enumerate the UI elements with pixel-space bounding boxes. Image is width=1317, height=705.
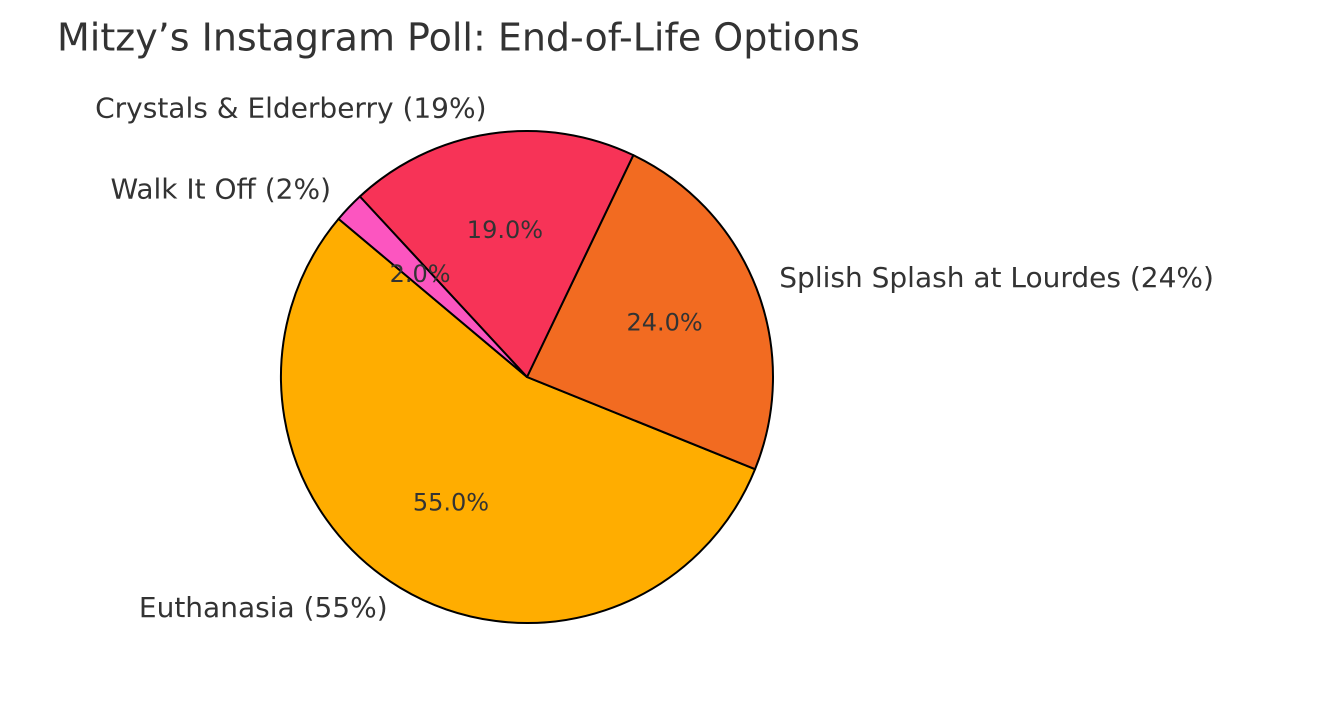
pie-slice <box>337 195 528 378</box>
pie-slice <box>526 154 774 471</box>
chart-title: Mitzy’s Instagram Poll: End-of-Life Opti… <box>57 16 860 60</box>
slice-label: Euthanasia (55%) <box>139 591 388 624</box>
percent-label: 2.0% <box>390 260 451 288</box>
slice-label: Crystals & Elderberry (19%) <box>95 91 486 124</box>
slice-label: Splish Splash at Lourdes (24%) <box>779 261 1214 294</box>
percent-label: 24.0% <box>626 309 702 337</box>
pie-slice <box>280 217 757 624</box>
percent-label: 19.0% <box>467 216 543 244</box>
slice-label: Walk It Off (2%) <box>110 172 331 205</box>
pie-slice <box>358 130 635 378</box>
percent-label: 55.0% <box>413 489 489 517</box>
